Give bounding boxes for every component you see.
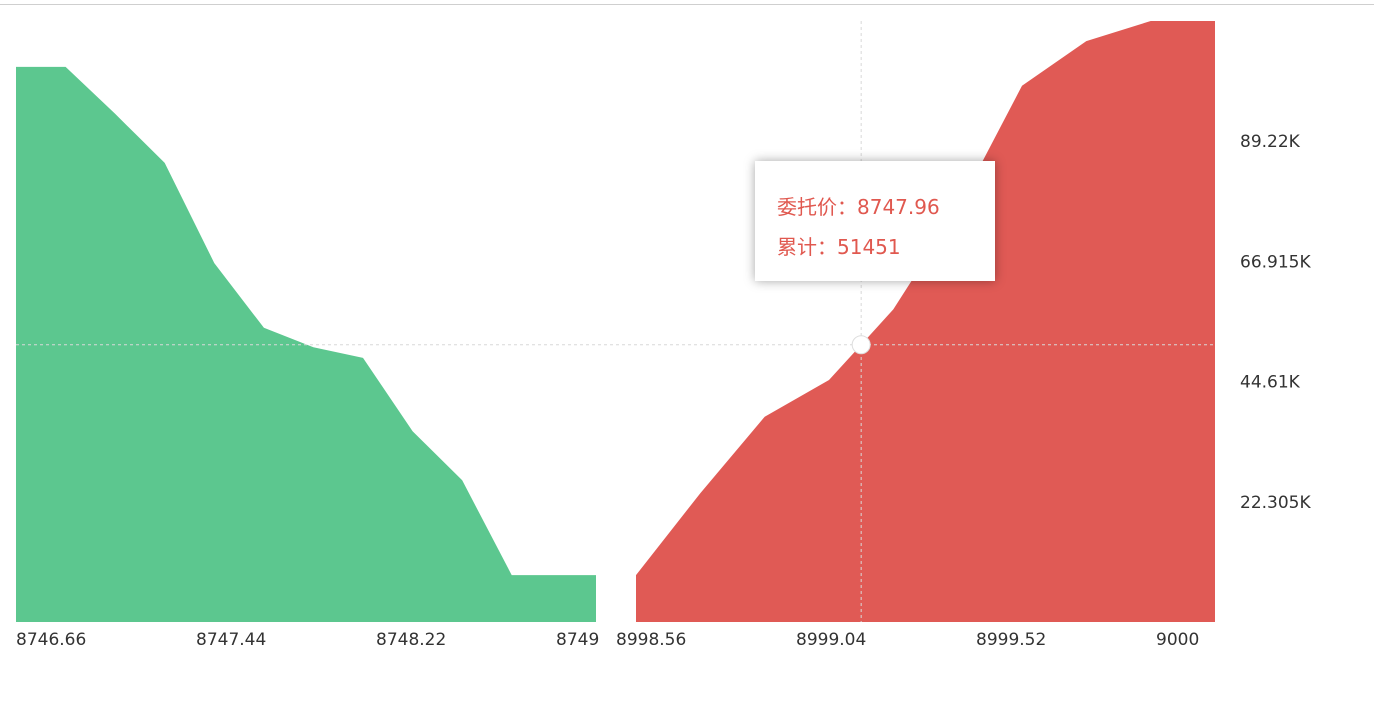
plot-areas xyxy=(16,21,1215,622)
buy-x-tick-label: 8749 xyxy=(556,630,599,650)
buy-x-tick-label: 8747.44 xyxy=(196,630,266,650)
x-axis-ticks: 8746.66 8747.44 8748.22 8749 8998.56 8999.04 8… xyxy=(16,630,1199,650)
tooltip-price: 委托价：8747.96 xyxy=(777,195,940,219)
y-tick-label: 66.915K xyxy=(1240,252,1311,272)
sell-depth-area xyxy=(636,21,1215,622)
tooltip-total: 累计：51451 xyxy=(777,235,901,259)
y-tick-label: 44.61K xyxy=(1240,373,1301,393)
buy-x-tick-label: 8746.66 xyxy=(16,630,86,650)
buy-x-tick-label: 8748.22 xyxy=(376,630,446,650)
crosshair xyxy=(16,21,1215,622)
tooltip: 委托价：8747.96 累计：51451 xyxy=(755,161,995,281)
y-tick-label: 22.305K xyxy=(1240,493,1311,513)
y-axis-ticks: 22.305K 44.61K 66.915K 89.22K xyxy=(1240,132,1311,513)
sell-x-tick-label: 9000 xyxy=(1156,630,1199,650)
y-tick-label: 89.22K xyxy=(1240,132,1301,152)
sell-x-tick-label: 8999.04 xyxy=(796,630,866,650)
top-divider xyxy=(0,4,1374,5)
sell-x-tick-label: 8999.52 xyxy=(976,630,1046,650)
sell-x-tick-label: 8998.56 xyxy=(616,630,686,650)
crosshair-point[interactable] xyxy=(851,335,871,355)
